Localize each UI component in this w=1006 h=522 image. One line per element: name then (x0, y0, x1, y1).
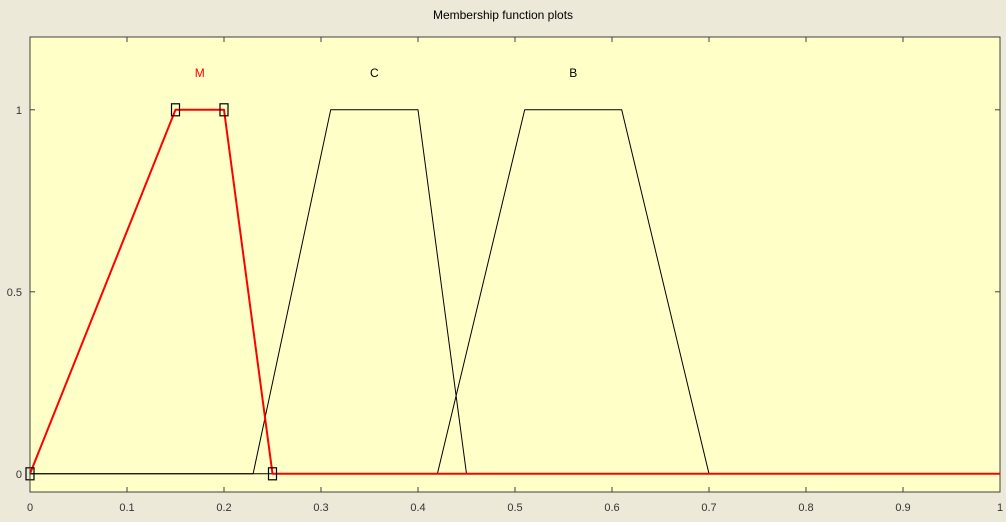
membership-curve-m[interactable] (29, 108, 1000, 475)
vertex-handle[interactable] (170, 103, 181, 117)
y-tick-label: 1 (16, 105, 22, 117)
x-tick-label: 0.7 (701, 502, 716, 514)
x-tick-label: 0 (27, 502, 33, 514)
plot-frame (29, 36, 1001, 493)
x-tick-label: 0.8 (798, 502, 813, 514)
vertex-handle[interactable] (267, 467, 278, 481)
x-tick-label: 0.1 (119, 502, 134, 514)
y-tick-label: 0 (16, 469, 22, 481)
x-tick-label: 0.4 (410, 502, 425, 514)
x-tick-label: 0.3 (313, 502, 328, 514)
x-tick-label: 1 (997, 502, 1003, 514)
vertex-handle[interactable] (219, 103, 229, 117)
curve-label-c[interactable]: C (370, 66, 379, 80)
x-tick-label: 0.6 (604, 502, 619, 514)
curve-label-m[interactable]: M (195, 66, 205, 80)
x-tick-label: 0.2 (216, 502, 231, 514)
y-tick-label: 0.5 (7, 287, 22, 299)
curve-label-b[interactable]: B (569, 66, 577, 80)
plot-area[interactable] (30, 37, 1000, 492)
chart-title: Membership function plots (433, 8, 573, 22)
x-tick-label: 0.5 (507, 502, 522, 514)
x-tick-label: 0.9 (895, 502, 910, 514)
